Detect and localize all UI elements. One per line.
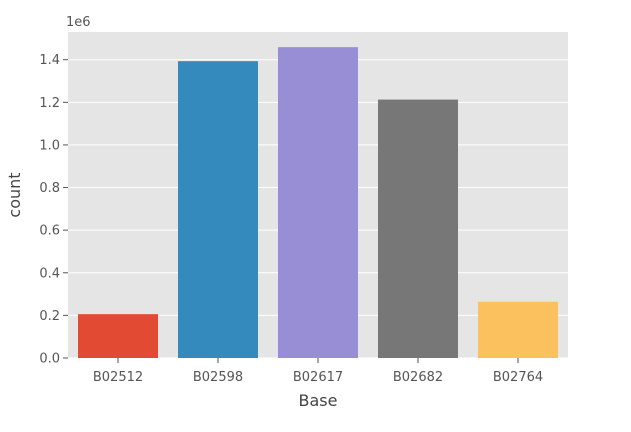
x-tick-label: B02764 xyxy=(493,370,543,385)
x-tick-label: B02512 xyxy=(93,370,143,385)
y-axis-label: count xyxy=(5,172,24,217)
y-axis-multiplier: 1e6 xyxy=(66,15,91,30)
x-axis-label: Base xyxy=(299,391,338,410)
bar-b02617 xyxy=(278,47,358,359)
y-tick-label: 1.4 xyxy=(39,53,60,68)
bars xyxy=(78,47,558,359)
bar-b02512 xyxy=(78,314,158,358)
x-tick-label: B02598 xyxy=(193,370,243,385)
y-tick-label: 0.8 xyxy=(39,181,60,196)
bar-b02598 xyxy=(178,61,258,358)
y-tick-label: 1.2 xyxy=(39,96,60,111)
y-tick-label: 0.6 xyxy=(39,224,60,239)
x-tick-label: B02617 xyxy=(293,370,343,385)
x-axis-ticks: B02512 B02598 B02617 B02682 B02764 xyxy=(93,358,543,385)
bar-b02682 xyxy=(378,99,458,359)
y-tick-label: 0.2 xyxy=(39,309,60,324)
y-tick-label: 0.0 xyxy=(39,352,60,367)
y-tick-label: 0.4 xyxy=(39,266,60,281)
x-tick-label: B02682 xyxy=(393,370,443,385)
y-tick-label: 1.0 xyxy=(39,138,60,153)
bar-b02764 xyxy=(478,301,558,358)
y-axis-ticks: 0.0 0.2 0.4 0.6 0.8 1.0 1.2 1.4 xyxy=(39,53,68,367)
